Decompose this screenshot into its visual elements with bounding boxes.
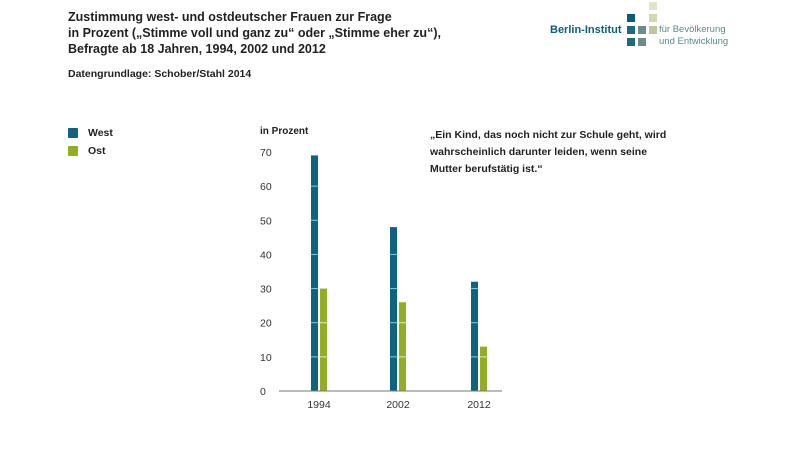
bar-ost-2002 [399,302,406,391]
title-line: Befragte ab 18 Jahren, 1994, 2002 und 20… [68,42,326,56]
title-line: Zustimmung west- und ostdeutscher Frauen… [68,10,392,24]
y-tick-label: 10 [260,352,272,364]
x-tick-label: 1994 [307,399,331,411]
logo-sub: und Entwicklung [659,36,729,47]
y-tick-label: 70 [260,147,272,159]
title-line: in Prozent („Stimme voll und ganz zu“ od… [68,26,441,40]
y-tick-label: 30 [260,284,272,296]
legend-label: Ost [88,145,106,157]
quote: „Ein Kind, das noch nicht zur Schule geh… [430,127,690,178]
y-tick-label: 0 [260,386,266,398]
bar-ost-1994 [320,288,327,391]
y-tick-label: 60 [260,181,272,193]
bar-west-2012 [471,281,478,391]
quote-line: wahrscheinlich darunter leiden, wenn sei… [430,146,648,158]
quote-line: „Ein Kind, das noch nicht zur Schule geh… [430,129,667,141]
y-tick-label: 40 [260,249,272,261]
quote-line: Mutter berufstätig ist.“ [430,163,543,175]
bar-west-1994 [311,155,318,391]
legend-label: West [88,127,113,139]
y-tick-label: 20 [260,318,272,330]
legend-swatch [68,128,78,138]
legend-item-west: West [68,124,113,142]
chart-title: Zustimmung west- und ostdeutscher Frauen… [68,9,528,57]
logo-sub: für Bevölkerung [659,24,726,35]
logo-name: Berlin-Institut [550,24,622,36]
y-axis-label: in Prozent [260,126,309,137]
x-tick-label: 2012 [467,399,491,411]
legend-item-ost: Ost [68,142,113,160]
legend-swatch [68,146,78,156]
x-tick-label: 2002 [386,399,410,411]
y-tick-label: 50 [260,215,272,227]
bar-west-2002 [390,227,397,391]
bar-ost-2012 [480,346,487,391]
legend: West Ost [68,124,113,160]
berlin-institut-logo: Berlin-Institut für Bevölkerung und Entw… [548,0,748,60]
source-note: Datengrundlage: Schober/Stahl 2014 [68,68,252,80]
